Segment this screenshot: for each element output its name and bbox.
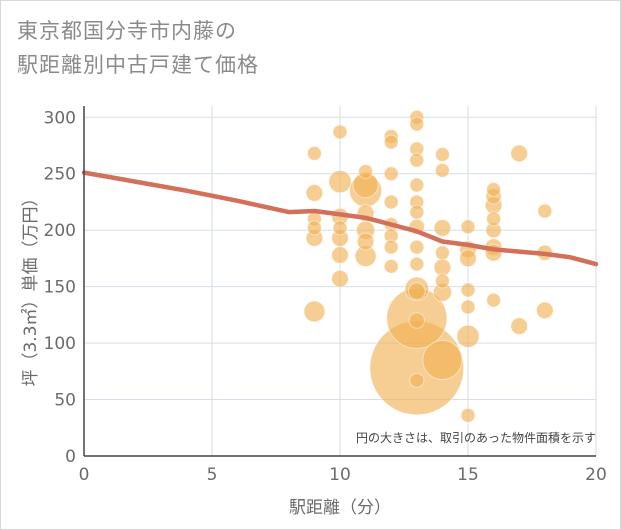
bubble-point xyxy=(486,211,502,227)
bubble-point xyxy=(434,147,450,163)
chart-title: 東京都国分寺市内藤の 駅距離別中古戸建て価格 xyxy=(17,14,259,82)
bubble-point xyxy=(433,219,452,237)
bubble-point xyxy=(306,220,322,236)
bubble-point xyxy=(383,194,399,210)
bubble-point xyxy=(510,317,529,336)
bubble-point xyxy=(332,124,348,140)
bubble-point xyxy=(434,273,450,289)
bubble-point xyxy=(331,269,349,288)
y-tick-label: 100 xyxy=(44,334,76,354)
bubble-point xyxy=(535,301,554,320)
y-tick-label: 250 xyxy=(44,165,76,185)
bubble-point xyxy=(460,282,476,298)
bubble-point xyxy=(486,292,502,308)
x-axis-label: 駅距離（分） xyxy=(289,498,391,518)
bubble-point xyxy=(306,145,322,161)
x-tick-label: 10 xyxy=(329,465,351,485)
bubble-point xyxy=(409,177,425,193)
axes: 0 50 100 150 200 250 300 0 5 10 15 20 xyxy=(44,106,607,485)
bubble-point xyxy=(434,245,450,261)
chart-title-line-1: 東京都国分寺市内藤の xyxy=(17,19,237,43)
bubble-point xyxy=(510,144,529,163)
bubble-point xyxy=(383,239,399,255)
y-axis-label: 坪（3.3㎡）単価（万円） xyxy=(21,189,41,386)
bubble-point xyxy=(409,239,425,255)
x-tick-label: 0 xyxy=(79,465,90,485)
bubble-point xyxy=(460,299,476,315)
chart-title-line-2: 駅距離別中古戸建て価格 xyxy=(17,53,259,77)
bubble-point xyxy=(358,163,374,179)
bubble-point xyxy=(303,300,326,323)
bubble-point xyxy=(409,204,425,220)
y-tick-label: 150 xyxy=(44,278,76,298)
bubble-point xyxy=(434,162,450,178)
bubble-point xyxy=(383,134,399,150)
bubble-point xyxy=(409,152,425,168)
bubble-point xyxy=(407,282,426,301)
bubble-point xyxy=(409,256,425,272)
bubble-point xyxy=(332,220,348,236)
bubble-point xyxy=(486,182,502,198)
bubble-point xyxy=(433,258,452,277)
bubble-point xyxy=(456,324,480,349)
trend-line xyxy=(81,170,599,267)
bubble-point xyxy=(422,339,463,381)
bubble-point xyxy=(356,232,375,251)
bubble-point xyxy=(537,203,553,219)
bubble-point xyxy=(328,169,352,194)
bubble-point xyxy=(460,407,476,423)
x-tick-label: 15 xyxy=(457,465,479,485)
x-tick-label: 20 xyxy=(585,465,607,485)
y-tick-label: 300 xyxy=(44,108,76,128)
y-tick-label: 200 xyxy=(44,221,76,241)
bubble-point xyxy=(408,312,425,329)
x-tick-label: 5 xyxy=(207,465,218,485)
bubble-point xyxy=(383,166,399,182)
bubble-point xyxy=(459,249,477,268)
trend-series xyxy=(81,170,599,267)
bubble-point xyxy=(383,258,399,274)
y-tick-label: 50 xyxy=(54,391,76,411)
bubble-point xyxy=(409,116,425,132)
y-tick-label: 0 xyxy=(65,447,76,467)
bubble-point xyxy=(460,219,476,235)
bubble-point xyxy=(409,372,425,388)
size-note: 円の大きさは、取引のあった物件面積を示す xyxy=(356,430,596,445)
bubble-series xyxy=(303,109,554,423)
bubble-point xyxy=(331,246,349,264)
bubble-point xyxy=(305,184,324,202)
